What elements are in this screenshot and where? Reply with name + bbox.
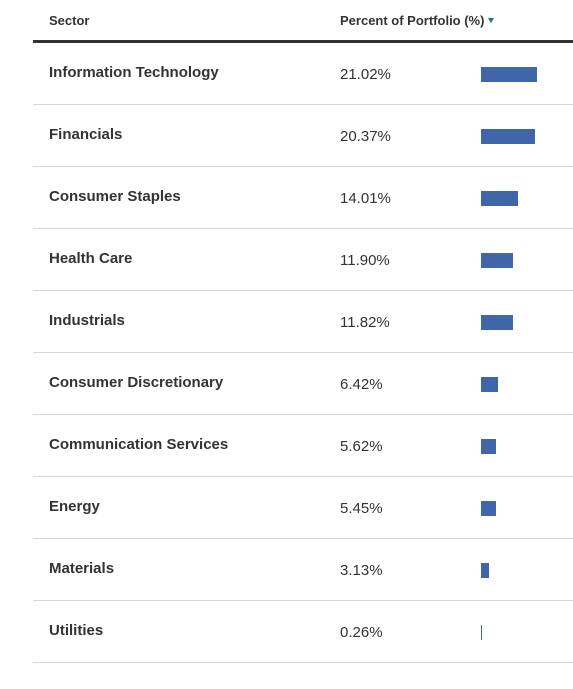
percent-column-header[interactable]: Percent of Portfolio (%) [340,13,495,28]
percent-bar [481,315,513,330]
percent-bar [481,377,499,392]
sector-percent: 14.01% [340,190,391,207]
sector-name: Communication Services [49,436,229,453]
sector-percent: 5.62% [340,438,383,455]
sort-descending-icon[interactable] [488,18,495,23]
sector-percent: 21.02% [340,66,391,83]
table-row: Health Care 11.90% [33,229,573,291]
percent-bar [481,501,496,516]
sector-column-header: Sector [49,13,90,28]
sector-allocation-table: Sector Percent of Portfolio (%) Informat… [33,0,573,663]
sector-percent: 0.26% [340,624,383,641]
percent-bar [481,625,482,640]
table-row: Energy 5.45% [33,477,573,539]
percent-column-header-label: Percent of Portfolio (%) [340,13,485,28]
sector-name: Consumer Discretionary [49,374,224,391]
percent-bar [481,563,490,578]
table-row: Information Technology 21.02% [33,43,573,105]
table-row: Communication Services 5.62% [33,415,573,477]
table-row: Consumer Staples 14.01% [33,167,573,229]
percent-bar [481,129,536,144]
sector-name: Energy [49,498,100,515]
sector-percent: 20.37% [340,128,391,145]
table-header: Sector Percent of Portfolio (%) [33,0,573,43]
percent-bar [481,191,519,206]
table-row: Materials 3.13% [33,539,573,601]
sector-name: Health Care [49,250,133,267]
table-row: Utilities 0.26% [33,601,573,663]
sector-percent: 3.13% [340,562,383,579]
table-row: Financials 20.37% [33,105,573,167]
table-row: Industrials 11.82% [33,291,573,353]
table-body: Information Technology 21.02% Financials 20… [33,43,573,663]
sector-name: Information Technology [49,64,219,81]
percent-bar [481,439,496,454]
sector-name: Materials [49,560,115,577]
sector-name: Consumer Staples [49,188,181,205]
percent-bar [481,253,513,268]
sector-percent: 6.42% [340,376,383,393]
sector-percent: 5.45% [340,500,383,517]
sector-percent: 11.90% [340,252,390,269]
sector-percent: 11.82% [340,314,390,331]
percent-bar [481,67,537,82]
sector-name: Utilities [49,622,104,639]
table-row: Consumer Discretionary 6.42% [33,353,573,415]
sector-name: Financials [49,126,123,143]
sector-name: Industrials [49,312,125,329]
